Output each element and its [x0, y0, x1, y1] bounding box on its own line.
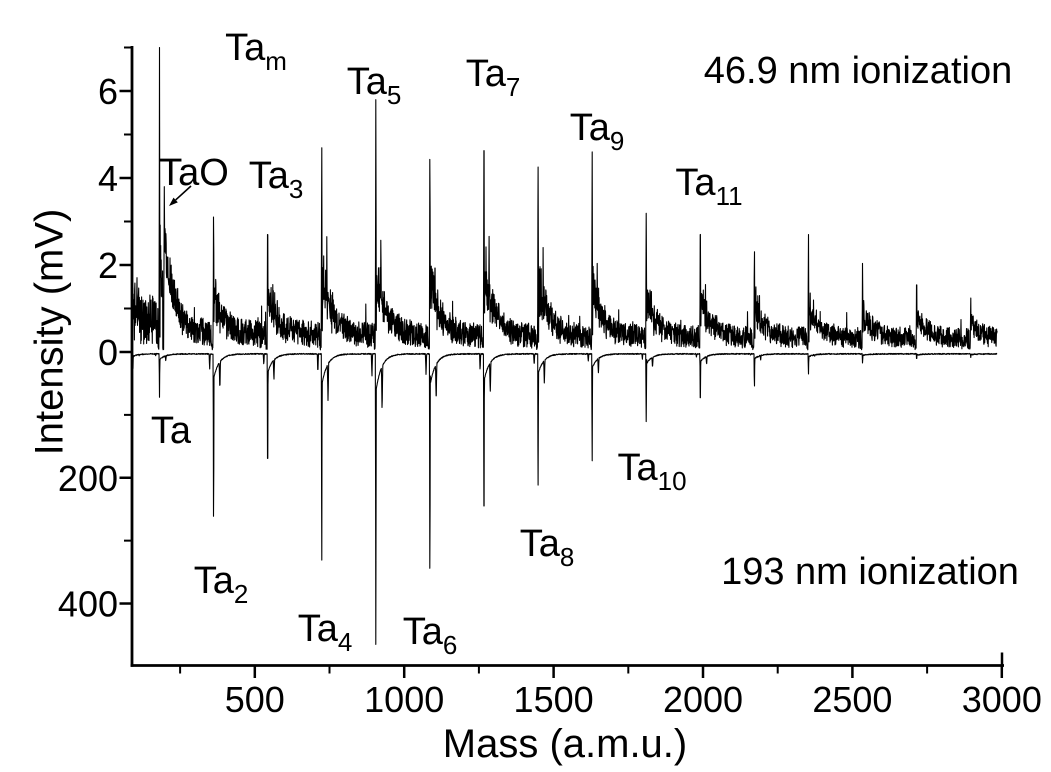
y-axis-tick-label: 200: [58, 458, 118, 499]
upper-series-label: 46.9 nm ionization: [703, 50, 1013, 92]
x-axis-title: Mass (a.m.u.): [442, 722, 688, 766]
lower-series-label: 193 nm ionization: [721, 551, 1019, 593]
peak-label-ta11: Ta11: [675, 162, 742, 211]
y-axis-tick-label: 400: [58, 584, 118, 625]
y-axis-tick-label: 6: [98, 71, 118, 112]
trace-46-9nm: [131, 46, 998, 351]
y-axis-title: Intensity (mV): [27, 208, 72, 456]
peak-label-ta6: Ta6: [403, 611, 458, 660]
trace-193nm: [131, 352, 998, 645]
peak-label-ta5: Ta5: [347, 61, 402, 110]
x-axis-tick-label: 2000: [663, 679, 743, 720]
tao-arrow-line: [175, 185, 192, 201]
peak-label-ta9: Ta9: [570, 107, 625, 156]
x-axis-tick-label: 2500: [812, 679, 892, 720]
x-axis-tick-label: 500: [225, 679, 285, 720]
peak-label-tam: Tam: [225, 27, 287, 76]
x-axis-tick-label: 3000: [962, 679, 1042, 720]
peak-label-ta3: Ta3: [249, 155, 304, 204]
peak-label-tao: TaO: [159, 152, 229, 194]
x-axis-tick-label: 1500: [514, 679, 594, 720]
peak-label-ta2: Ta2: [194, 560, 249, 609]
peak-label-ta10: Ta10: [617, 447, 686, 496]
peak-label-ta: Ta: [151, 410, 192, 452]
tao-arrow-head: [169, 197, 178, 206]
y-axis-tick-label: 4: [98, 158, 118, 199]
y-axis-tick-label: 2: [98, 245, 118, 286]
peak-label-ta7: Ta7: [466, 53, 521, 102]
y-axis-tick-label: 0: [98, 332, 118, 373]
peak-label-ta4: Ta4: [298, 608, 353, 657]
peak-label-ta8: Ta8: [520, 523, 575, 572]
x-axis-tick-label: 1000: [364, 679, 444, 720]
